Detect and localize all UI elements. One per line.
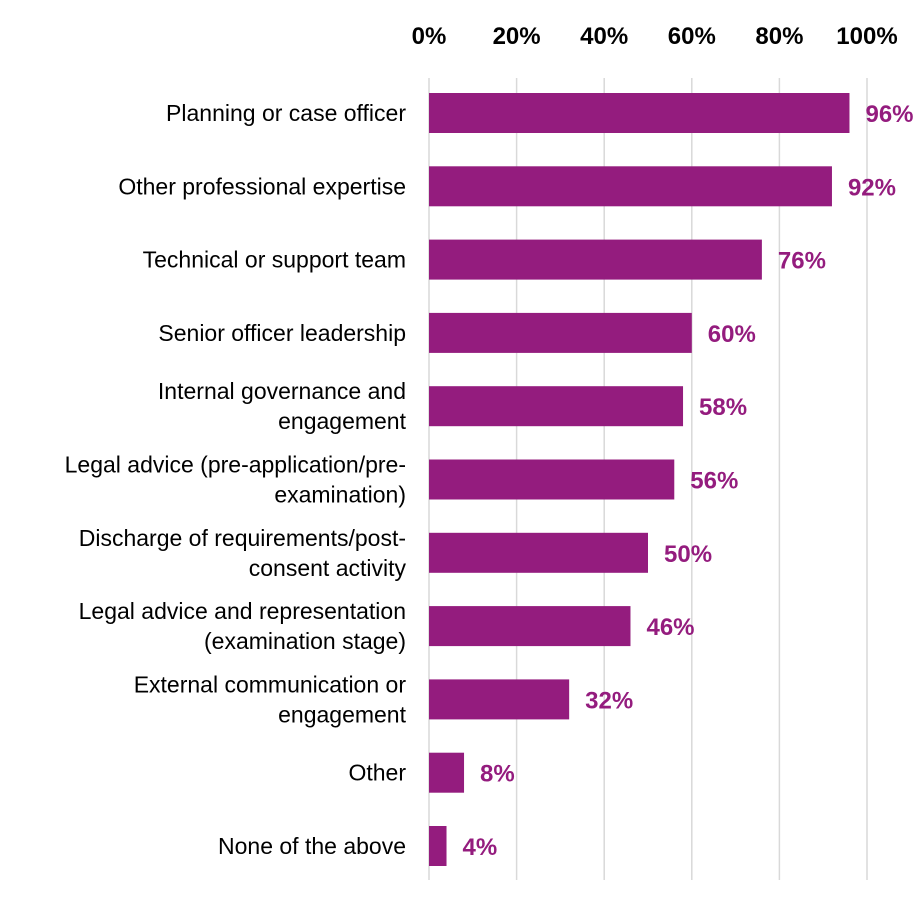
category-label: consent activity [249, 555, 407, 581]
category-label: Legal advice and representation [79, 598, 406, 624]
category-label: Other [348, 760, 406, 786]
bar [429, 459, 675, 500]
category-label: (examination stage) [204, 628, 406, 654]
bar [429, 679, 570, 720]
x-tick-label: 40% [580, 23, 628, 50]
category-label: Planning or case officer [166, 100, 406, 126]
data-label: 50% [664, 541, 712, 568]
data-label: 76% [778, 248, 826, 275]
bar [429, 532, 648, 573]
bar [429, 239, 762, 280]
bar [429, 606, 631, 647]
data-label: 58% [699, 394, 747, 421]
data-label: 60% [708, 321, 756, 348]
bars [429, 93, 850, 866]
data-label: 96% [865, 101, 913, 128]
data-label: 32% [585, 687, 633, 714]
x-tick-label: 0% [412, 23, 447, 50]
data-label: 4% [463, 834, 498, 861]
bar [429, 93, 850, 133]
bar [429, 752, 465, 793]
category-label: Internal governance and [158, 378, 406, 404]
data-label: 46% [646, 614, 694, 641]
category-labels: Planning or case officer Other profession… [65, 100, 407, 859]
data-label: 92% [848, 174, 896, 201]
category-label: None of the above [218, 833, 406, 859]
x-tick-label: 60% [668, 23, 716, 50]
category-label: Legal advice (pre-application/pre- [65, 452, 406, 478]
category-label: examination) [274, 482, 406, 508]
bar [429, 312, 692, 353]
data-label: 56% [690, 468, 738, 495]
data-label: 8% [480, 761, 515, 788]
category-label: Other professional expertise [118, 173, 406, 199]
category-label: Technical or support team [143, 247, 406, 273]
bar [429, 386, 684, 427]
bar [429, 826, 447, 866]
x-axis-ticks: 0% 20% 40% 60% 80% 100% [412, 23, 898, 50]
category-label: External communication or [134, 671, 407, 697]
x-tick-label: 100% [836, 23, 897, 50]
category-label: engagement [278, 408, 406, 434]
x-tick-label: 80% [755, 23, 803, 50]
category-label: Senior officer leadership [158, 320, 406, 346]
category-label: engagement [278, 701, 406, 727]
x-tick-label: 20% [493, 23, 541, 50]
category-label: Discharge of requirements/post- [79, 525, 406, 551]
value-labels: 96% 92% 76% 60% 58% 56% 50% 46% 32% 8% 4% [463, 101, 914, 861]
bar [429, 166, 832, 207]
